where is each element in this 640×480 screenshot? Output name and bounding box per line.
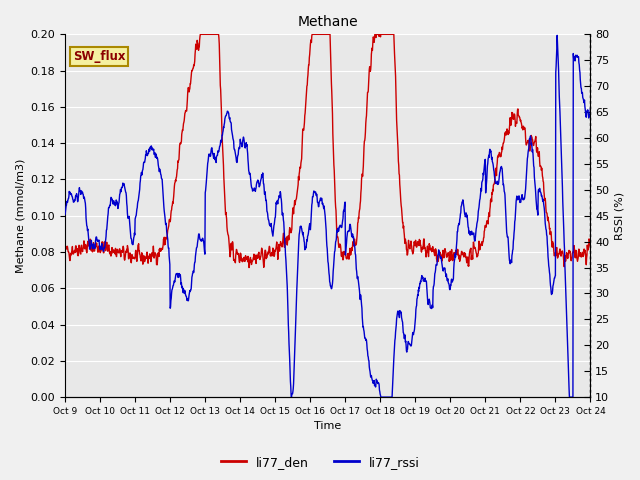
X-axis label: Time: Time [314,421,341,432]
Legend: li77_den, li77_rssi: li77_den, li77_rssi [216,451,424,474]
Text: SW_flux: SW_flux [73,50,125,63]
Y-axis label: RSSI (%): RSSI (%) [615,192,625,240]
Y-axis label: Methane (mmol/m3): Methane (mmol/m3) [15,158,25,273]
Title: Methane: Methane [298,15,358,29]
